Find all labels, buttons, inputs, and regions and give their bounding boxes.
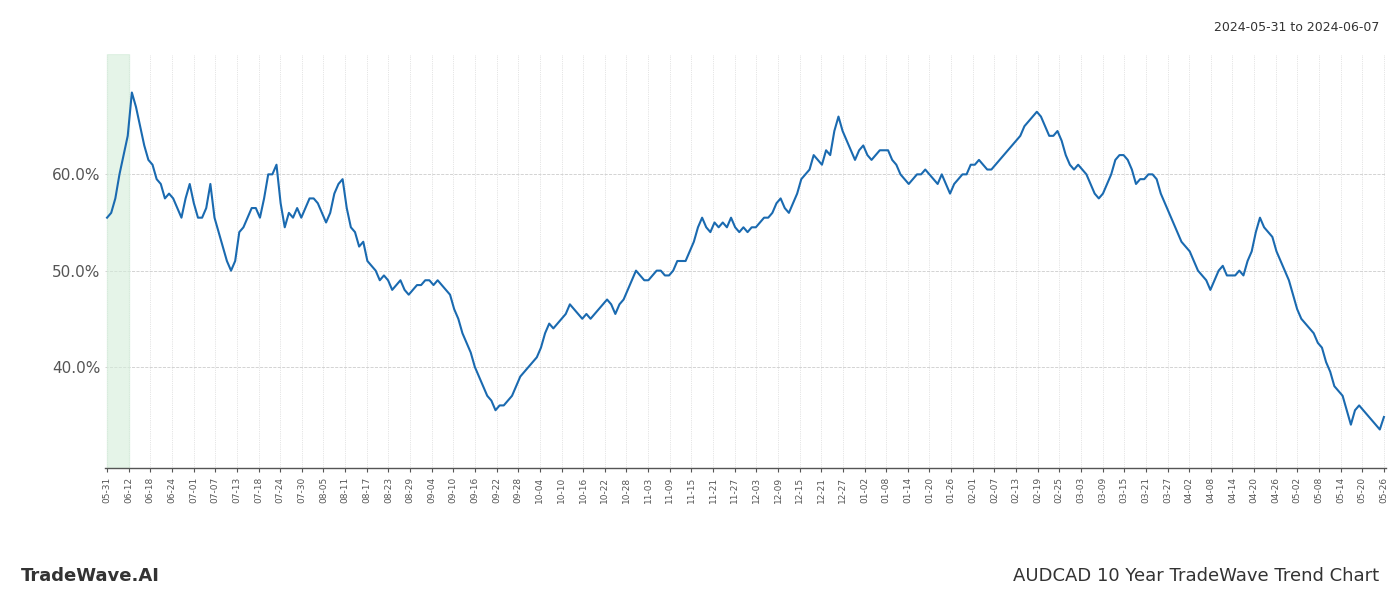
Text: TradeWave.AI: TradeWave.AI [21, 567, 160, 585]
Text: AUDCAD 10 Year TradeWave Trend Chart: AUDCAD 10 Year TradeWave Trend Chart [1012, 567, 1379, 585]
Text: 2024-05-31 to 2024-06-07: 2024-05-31 to 2024-06-07 [1214, 21, 1379, 34]
Bar [106, 54, 129, 468]
